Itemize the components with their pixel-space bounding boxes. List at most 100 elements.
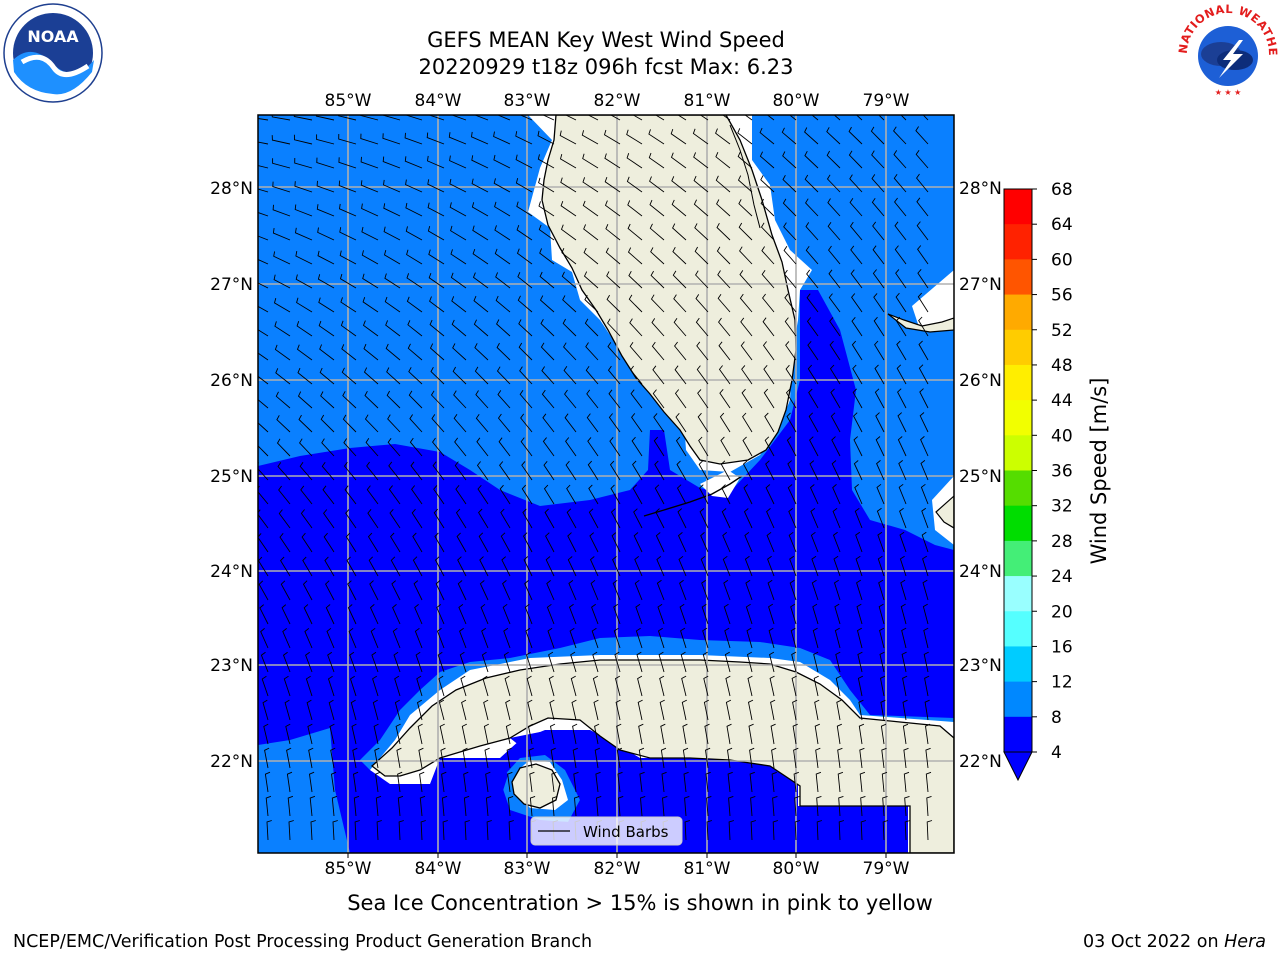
wind-barb bbox=[481, 651, 489, 673]
wind-barb bbox=[849, 221, 863, 241]
wind-barb bbox=[296, 321, 313, 337]
wind-barb bbox=[474, 343, 489, 361]
wind-barb bbox=[856, 603, 863, 625]
wind-barb bbox=[829, 317, 841, 337]
wind-barb bbox=[286, 771, 293, 793]
wind-barb bbox=[371, 651, 379, 673]
wind-barb bbox=[301, 532, 313, 553]
wind-barb bbox=[362, 320, 379, 337]
wind-barb bbox=[449, 202, 467, 217]
lat-labels-left: 28°N 27°N 26°N 25°N 24°N 23°N 22°N bbox=[210, 179, 253, 772]
wind-barb bbox=[351, 723, 357, 745]
wind-barb bbox=[406, 273, 423, 289]
map-legend: Wind Barbs bbox=[530, 816, 683, 846]
wind-barb bbox=[834, 603, 841, 625]
wind-barb bbox=[871, 174, 885, 193]
wind-barb bbox=[258, 439, 269, 457]
wind-barb bbox=[442, 820, 448, 841]
wind-barb bbox=[583, 224, 599, 241]
wind-barb bbox=[743, 484, 753, 505]
wind-barb bbox=[564, 115, 577, 121]
wind-barb bbox=[546, 603, 555, 625]
wind-barb bbox=[853, 436, 863, 457]
wind-barb bbox=[299, 462, 313, 481]
wind-barb bbox=[493, 178, 511, 193]
wind-barb bbox=[431, 414, 445, 433]
wind-barb bbox=[787, 484, 797, 505]
wind-barb bbox=[618, 795, 624, 817]
wind-barb bbox=[591, 627, 599, 649]
wind-barb bbox=[604, 200, 621, 217]
wind-barb bbox=[342, 414, 357, 433]
wind-barb bbox=[345, 532, 357, 553]
wind-barb bbox=[794, 820, 801, 841]
wind-barb bbox=[675, 436, 687, 457]
wind-barb bbox=[834, 627, 841, 649]
wind-barb bbox=[374, 747, 380, 769]
wind-barb bbox=[341, 367, 357, 385]
wind-barb bbox=[915, 149, 929, 169]
wind-barb bbox=[784, 293, 797, 313]
wind-barb bbox=[880, 723, 887, 745]
wind-barb bbox=[769, 675, 775, 697]
wind-barb bbox=[396, 747, 402, 769]
wind-barb bbox=[564, 389, 577, 409]
wind-barb bbox=[501, 556, 511, 577]
wind-barb bbox=[517, 295, 533, 313]
wind-barb bbox=[570, 675, 577, 697]
wind-barb bbox=[471, 131, 489, 145]
wind-barb bbox=[370, 627, 379, 649]
wind-barb bbox=[739, 270, 753, 289]
wind-barb bbox=[525, 627, 533, 649]
colorbar-tick-label: 16 bbox=[1051, 637, 1073, 657]
wind-barb bbox=[638, 747, 645, 769]
lat-label: 24°N bbox=[210, 562, 253, 582]
wind-barb bbox=[391, 580, 401, 601]
wind-barb bbox=[317, 250, 335, 265]
wind-barb bbox=[457, 580, 467, 601]
wind-barb bbox=[671, 199, 687, 217]
wind-barb bbox=[850, 269, 863, 289]
wind-barb bbox=[635, 603, 643, 625]
wind-barb bbox=[517, 272, 533, 289]
wind-barb bbox=[876, 460, 885, 481]
wind-barb bbox=[613, 603, 621, 625]
wind-barb bbox=[503, 627, 511, 649]
wind-barb bbox=[923, 627, 929, 649]
lon-label: 79°W bbox=[863, 859, 910, 879]
wind-barb bbox=[582, 200, 599, 217]
wind-barb bbox=[279, 533, 291, 553]
wind-barb bbox=[742, 460, 753, 481]
wind-barb bbox=[541, 366, 555, 385]
land-isle-of-youth bbox=[511, 763, 561, 809]
wind-barb bbox=[483, 723, 490, 745]
wind-barb bbox=[317, 227, 335, 241]
wind-barb bbox=[439, 723, 445, 745]
wind-barb bbox=[632, 115, 643, 121]
wind-barb bbox=[617, 771, 623, 793]
wind-barb bbox=[720, 436, 731, 457]
wind-barb bbox=[529, 771, 535, 793]
colorbar-tick-label: 32 bbox=[1051, 497, 1073, 517]
wind-barb bbox=[366, 485, 379, 505]
wind-barb bbox=[636, 651, 643, 673]
wind-barb bbox=[654, 484, 665, 505]
wind-barb bbox=[805, 222, 819, 241]
wind-barb bbox=[484, 747, 490, 769]
wind-barb bbox=[515, 177, 533, 193]
wind-barb bbox=[836, 699, 842, 721]
wind-barb bbox=[526, 675, 533, 697]
wind-barb bbox=[875, 412, 885, 433]
wind-barb bbox=[626, 176, 643, 193]
wind-barb bbox=[589, 556, 599, 577]
wind-barb bbox=[436, 604, 445, 625]
wind-barb bbox=[640, 795, 646, 817]
wind-barb bbox=[634, 579, 643, 601]
wind-barb bbox=[450, 115, 467, 121]
wind-barb bbox=[349, 675, 357, 697]
wind-barb bbox=[502, 580, 511, 601]
wind-barb bbox=[375, 795, 382, 817]
wind-barb bbox=[870, 126, 885, 145]
wind-barb bbox=[659, 699, 665, 721]
wind-barb bbox=[616, 747, 623, 769]
